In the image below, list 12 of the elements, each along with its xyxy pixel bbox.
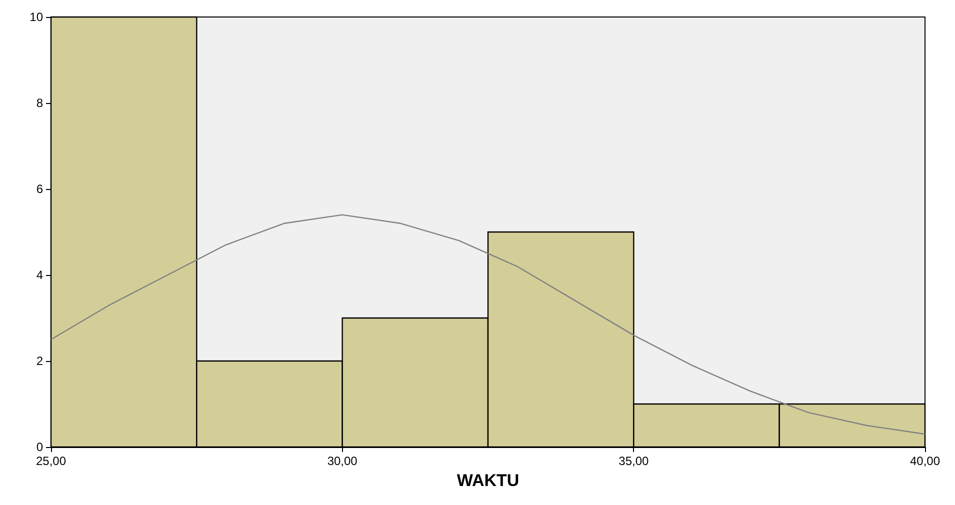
y-tick-label: 6 <box>36 182 44 196</box>
x-tick-label: 30,00 <box>327 454 358 468</box>
line-series <box>50 214 926 435</box>
x-axis-title: WAKTU <box>456 470 520 490</box>
y-tick-label: 2 <box>36 354 44 368</box>
y-tick-label: 10 <box>30 10 44 24</box>
x-tick-label: 35,00 <box>618 454 650 468</box>
x-tick-label: 40,00 <box>910 454 940 468</box>
y-tick-label: 0 <box>36 440 44 454</box>
y-tick-label: 4 <box>36 268 44 282</box>
y-tick-label: 8 <box>36 96 44 110</box>
x-tick-label: 25,00 <box>36 454 66 468</box>
